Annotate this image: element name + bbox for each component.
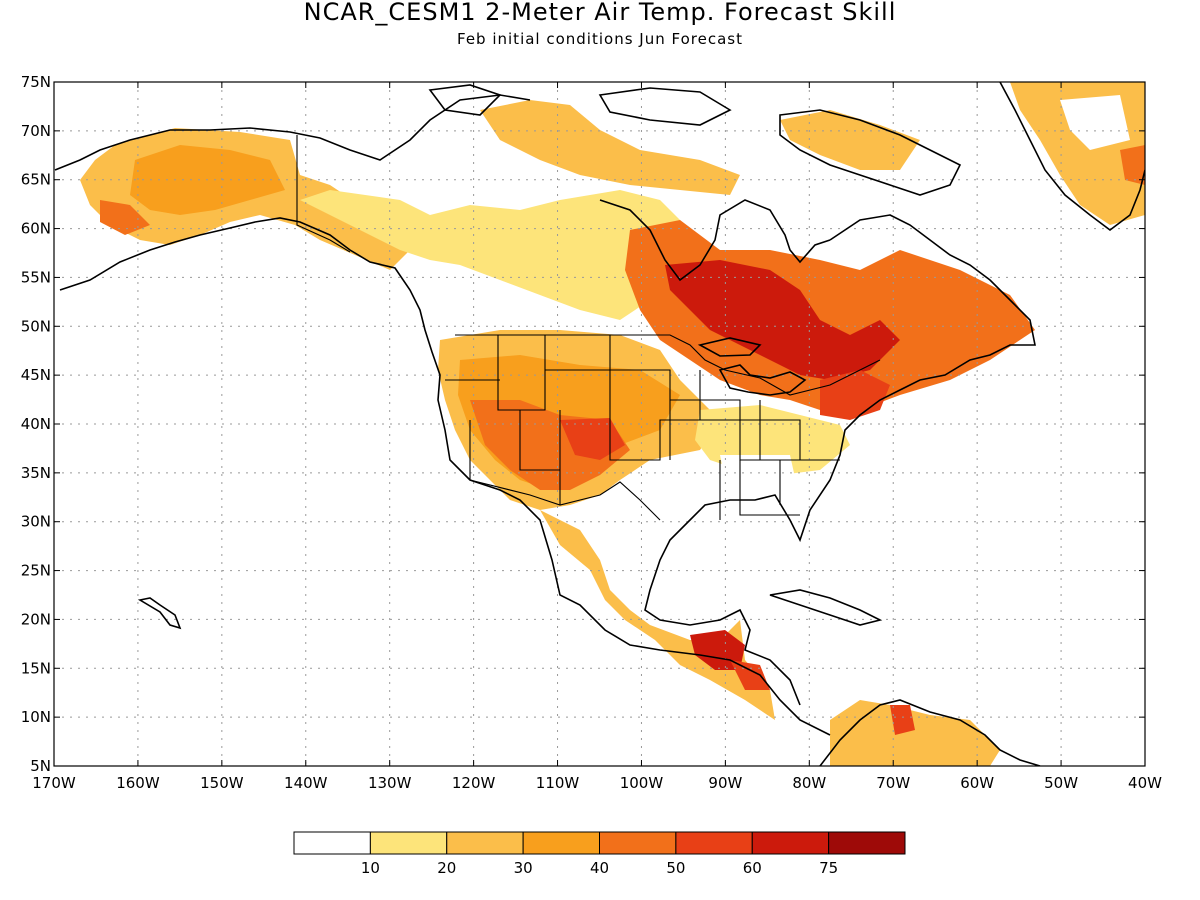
- coastline-greenland: [999, 82, 1145, 231]
- lon-label: 170W: [32, 774, 76, 792]
- border-states-plains: [609, 335, 840, 461]
- border-us-canada: [455, 334, 881, 396]
- map-title: NCAR_CESM1 2-Meter Air Temp. Forecast Sk…: [303, 0, 897, 26]
- lat-label: 75N: [21, 73, 51, 91]
- legend-label: 10: [361, 859, 380, 877]
- lat-label: 30N: [21, 513, 51, 531]
- coastline-arctic-islands-1: [428, 84, 502, 116]
- legend-label: 60: [743, 859, 762, 877]
- lon-label: 60W: [960, 774, 994, 792]
- lat-label: 25N: [21, 562, 51, 580]
- axis-ticks: [53, 81, 1146, 767]
- skill-region-four-corners: [560, 418, 625, 460]
- lat-label: 45N: [21, 366, 51, 384]
- skill-region-north-canada: [300, 190, 690, 320]
- border-alaska-canada: [296, 135, 351, 253]
- longitude-labels: 170W 160W 150W 140W 130W 120W 110W 100W 90W 80W 70…: [32, 774, 1162, 792]
- legend-swatch: [446, 831, 524, 855]
- skill-region-south-america: [830, 700, 1000, 766]
- lon-label: 110W: [536, 774, 580, 792]
- coastline-hawaii: [137, 597, 182, 630]
- border-states-east: [719, 400, 800, 520]
- skill-region-honduras: [730, 660, 770, 690]
- border-states-west: [445, 379, 560, 480]
- lon-label: 140W: [284, 774, 328, 792]
- coastline-baffin: [779, 109, 962, 196]
- lon-label: 150W: [200, 774, 244, 792]
- coastline-layer: [54, 82, 1145, 766]
- skill-shading-layer: [80, 82, 1145, 766]
- coastline-south-america: [819, 699, 1041, 766]
- lon-label: 90W: [708, 774, 742, 792]
- lat-label: 55N: [21, 268, 51, 286]
- coastline-labrador: [644, 214, 1036, 706]
- legend-swatch: [599, 831, 677, 855]
- legend-label: 40: [590, 859, 609, 877]
- border-us-mexico: [469, 479, 661, 521]
- skill-region-great-lakes-core: [665, 260, 900, 380]
- lat-label: 40N: [21, 415, 51, 433]
- legend-label: 50: [666, 859, 685, 877]
- legend-label: 30: [514, 859, 533, 877]
- legend-swatch: [828, 831, 906, 855]
- lon-label: 50W: [1044, 774, 1078, 792]
- lat-label: 35N: [21, 464, 51, 482]
- lat-label: 60N: [21, 220, 51, 238]
- skill-region-baffin: [780, 110, 920, 170]
- lat-label: 50N: [21, 317, 51, 335]
- lat-label: 5N: [30, 757, 51, 775]
- map-subtitle: Feb initial conditions Jun Forecast: [457, 30, 743, 48]
- lon-label: 130W: [368, 774, 412, 792]
- skill-region-greenland-interior: [1060, 95, 1130, 150]
- legend-label: 75: [819, 859, 838, 877]
- skill-region-greenland-east: [1120, 145, 1145, 185]
- lat-label: 65N: [21, 171, 51, 189]
- lon-label: 100W: [620, 774, 664, 792]
- legend-swatch: [522, 831, 600, 855]
- latitude-labels: 75N 70N 65N 60N 55N 50N 45N 40N 35N 30N 25N 20N 15N 1…: [21, 73, 51, 775]
- great-lakes: [718, 364, 807, 396]
- legend-swatch: [293, 831, 371, 855]
- lat-label: 10N: [21, 708, 51, 726]
- political-borders: [296, 135, 881, 521]
- coastline-hudson-bay: [599, 199, 831, 282]
- lon-label: 40W: [1128, 774, 1162, 792]
- lat-label: 20N: [21, 610, 51, 628]
- lon-label: 70W: [876, 774, 910, 792]
- skill-region-mexico: [540, 510, 775, 720]
- lake-superior: [697, 337, 762, 357]
- coastline-alaska: [59, 217, 831, 736]
- legend-swatch: [751, 831, 830, 855]
- skill-region-northeast: [820, 370, 890, 420]
- lon-label: 80W: [792, 774, 826, 792]
- legend-label: 20: [437, 859, 456, 877]
- skill-region-venezuela: [890, 705, 915, 735]
- lat-label: 70N: [21, 122, 51, 140]
- lat-label: 15N: [21, 659, 51, 677]
- skill-region-southeast-gap: [720, 455, 800, 515]
- lat-lon-grid: [54, 82, 1145, 766]
- coastline-arctic-islands-2: [598, 87, 732, 126]
- color-bar-legend: 10 20 30 40 50 60 75: [293, 831, 906, 877]
- legend-swatch: [369, 831, 448, 855]
- coastline-cuba: [769, 589, 883, 626]
- lon-label: 120W: [452, 774, 496, 792]
- legend-swatch: [675, 831, 753, 855]
- skill-region-arctic-islands: [480, 100, 740, 195]
- lon-label: 160W: [116, 774, 160, 792]
